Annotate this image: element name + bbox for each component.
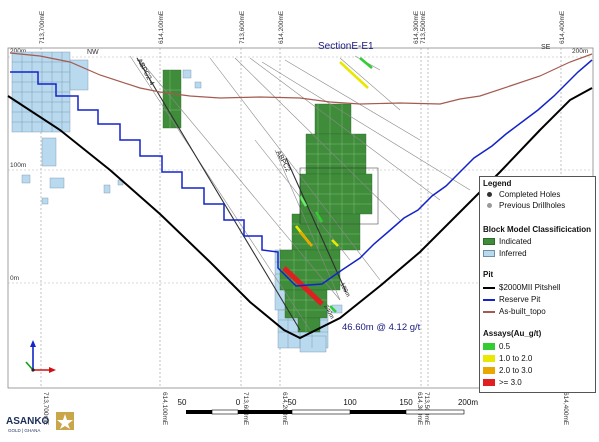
- legend-reserve-pit: Reserve Pit: [483, 295, 540, 304]
- easting-bottom-label-2: 614,100mE: [161, 392, 168, 426]
- legend-assays-title: Assays(Au_g/t): [483, 329, 542, 338]
- legend-assay-label-1: 0.5: [499, 342, 511, 351]
- elevation-label-0-left: 0m: [10, 275, 19, 282]
- legend-assay-4: >= 3.0: [483, 378, 522, 387]
- legend-completed-holes: Completed Holes: [483, 190, 560, 199]
- easting-top-label-3: 713,600mE: [239, 10, 246, 44]
- logo-subtitle: GOLD | GHANA: [8, 428, 40, 433]
- legend-inferred: Inferred: [483, 249, 527, 258]
- topo-swatch: [483, 310, 495, 313]
- easting-bottom-label-3: 713,600mE: [242, 392, 249, 426]
- completed-holes: [136, 57, 347, 331]
- completed-hole-icon: [487, 192, 492, 197]
- logo-wordmark: ASANKO: [6, 416, 50, 427]
- legend-indicated-label: Indicated: [499, 237, 532, 246]
- previous-drillhole-icon: [487, 203, 492, 208]
- elevation-label-100-left: 100m: [10, 162, 26, 169]
- axes-triad-icon: [25, 340, 56, 373]
- pitshell-swatch: [483, 286, 495, 289]
- legend-assay-label-4: >= 3.0: [499, 378, 522, 387]
- section-title: SectionE-E1: [318, 41, 374, 52]
- easting-top-label-2: 614,100mE: [158, 10, 165, 44]
- legend-inferred-label: Inferred: [499, 249, 527, 258]
- reserve-pit-line: [10, 59, 593, 287]
- easting-top-label-4: 614,200mE: [278, 10, 285, 44]
- easting-bottom-label-7: 614,400mE: [562, 392, 569, 426]
- easting-bottom-label-5: 614,300mE: [416, 392, 423, 426]
- legend-pit-title: Pit: [483, 270, 494, 279]
- indicated-swatch: [483, 238, 495, 245]
- scale-tick-1: 50: [178, 398, 187, 407]
- scale-tick-2: 0: [236, 398, 241, 407]
- easting-bottom-label-1: 713,700mE: [42, 392, 49, 426]
- scale-bar: 50 0 50 100 150 200m: [178, 398, 478, 415]
- reserve-pit-swatch: [483, 298, 495, 301]
- intercept-label: 46.60m @ 4.12 g/t: [342, 322, 421, 333]
- legend-pitshell-label: $2000MII Pitshell: [499, 283, 561, 292]
- legend-previous-label: Previous Drillholes: [499, 201, 566, 210]
- elevation-label-200-left: 200m: [10, 48, 26, 55]
- pitshell-line: [7, 87, 593, 340]
- legend-panel: Legend Completed Holes Previous Drillhol…: [479, 176, 596, 393]
- legend-assay-1: 0.5: [483, 342, 510, 351]
- legend-assay-2: 1.0 to 2.0: [483, 354, 532, 363]
- easting-top-label-1: 713,700mE: [39, 10, 46, 44]
- legend-pitshell: $2000MII Pitshell: [483, 283, 560, 292]
- intercept-box: [299, 167, 379, 225]
- legend-block-title: Block Model Classificication: [483, 225, 592, 234]
- as-built-topo-line: [9, 52, 593, 105]
- legend-topo: As-built_topo: [483, 307, 546, 316]
- easting-top-label-5: 614,300mE: [413, 10, 420, 44]
- legend-assay-3: 2.0 to 3.0: [483, 366, 532, 375]
- assay-swatch-2: [483, 355, 495, 362]
- asanko-logo: ASANKO GOLD | GHANA: [6, 412, 74, 433]
- easting-top-label-6: 713,500mE: [420, 10, 427, 44]
- inferred-swatch: [483, 250, 495, 257]
- assay-swatch-4: [483, 379, 495, 386]
- scale-tick-5: 150: [399, 398, 413, 407]
- scale-tick-4: 100: [343, 398, 357, 407]
- scale-tick-3: 50: [288, 398, 297, 407]
- legend-assay-label-2: 1.0 to 2.0: [499, 354, 533, 363]
- assay-swatch-3: [483, 367, 495, 374]
- legend-completed-label: Completed Holes: [499, 190, 561, 199]
- legend-title: Legend: [483, 179, 512, 188]
- easting-bottom-label-6: 713,500mE: [423, 392, 430, 426]
- assay-swatch-1: [483, 343, 495, 350]
- legend-previous-drillholes: Previous Drillholes: [483, 201, 565, 210]
- legend-topo-label: As-built_topo: [499, 307, 546, 316]
- legend-assay-label-3: 2.0 to 3.0: [499, 366, 533, 375]
- elevation-label-200-right: 200m: [572, 48, 588, 55]
- logo-star-icon: [57, 414, 73, 429]
- easting-top-label-7: 614,400mE: [559, 10, 566, 44]
- se-label: SE: [541, 44, 551, 51]
- scale-tick-6: 200m: [458, 398, 478, 407]
- legend-reserve-label: Reserve Pit: [499, 295, 541, 304]
- nw-label: NW: [87, 49, 99, 56]
- legend-indicated: Indicated: [483, 237, 531, 246]
- easting-bottom-label-4: 614,200mE: [281, 392, 288, 426]
